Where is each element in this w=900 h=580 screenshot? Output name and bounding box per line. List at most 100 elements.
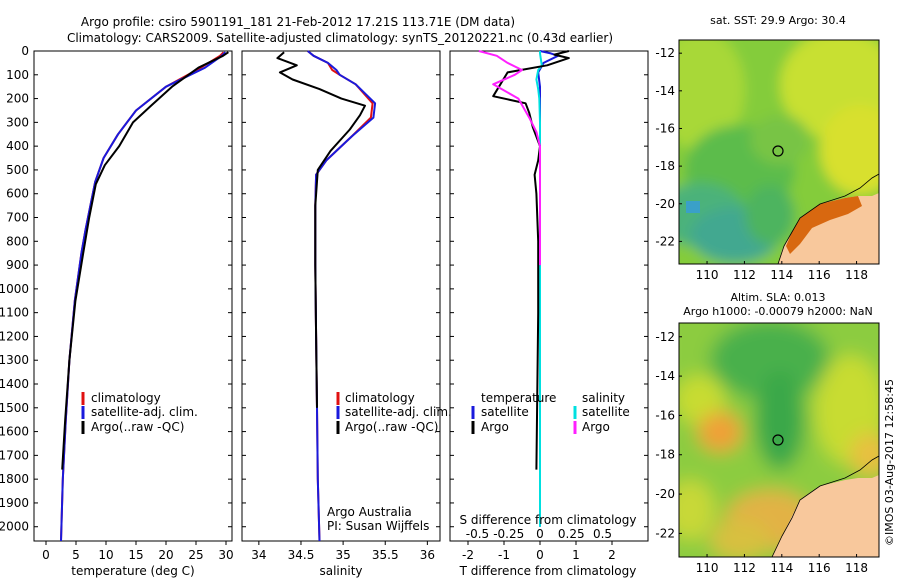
temperature-legend: climatology satellite-adj. clim. Argo(..… <box>81 391 198 434</box>
temperature-xlabel: temperature (deg C) <box>71 564 194 578</box>
salinity-legend: climatology satellite-adj. clim. Argo(..… <box>327 391 452 533</box>
legend-label-temp-satellite: satellite <box>481 405 529 419</box>
x-tick-label: 0 <box>536 548 544 562</box>
depth-tick-label: 1200 <box>0 329 29 343</box>
legend-label-sal-argo: Argo <box>582 420 610 434</box>
legend-title-salinity: salinity <box>582 391 625 405</box>
series-line-satellite-adj-clim <box>60 51 227 542</box>
argo-float-marker <box>772 145 784 157</box>
map-lat-label: -18 <box>655 448 675 462</box>
x-tick-label: 30 <box>218 548 233 562</box>
map-lon-label: 112 <box>733 268 756 282</box>
map-lon-label: 118 <box>845 268 868 282</box>
depth-tick-label: 800 <box>6 234 29 248</box>
annotation-argo-australia: Argo Australia <box>327 505 412 519</box>
depth-tick-label: 0 <box>21 44 29 58</box>
legend-label-satellite: satellite-adj. clim. <box>345 405 452 419</box>
x-tick-label: 34 <box>251 548 266 562</box>
depth-tick-label: 400 <box>6 139 29 153</box>
sla-field <box>679 323 879 557</box>
series-line-temperature-argo <box>492 50 570 470</box>
x-axis-ticks: 0 5 10 15 20 25 30 34 34.5 35 35.5 36 -2 -1 0 1 2 -0.5 -0.… <box>42 527 616 562</box>
sst-field <box>679 40 879 264</box>
map-lat-label: -14 <box>655 84 675 98</box>
difference-legend: temperature satellite Argo salinity sate… <box>471 391 630 434</box>
depth-tick-label: 1500 <box>0 401 29 415</box>
x-tick-label: 2 <box>608 548 616 562</box>
depth-tick-label: 1700 <box>0 448 29 462</box>
depth-tick-label: 1300 <box>0 353 29 367</box>
depth-tick-label: 900 <box>6 258 29 272</box>
coastline <box>777 173 879 264</box>
x-tick-label: -2 <box>462 548 474 562</box>
difference-panel-frame <box>449 50 649 542</box>
depth-axis: 0 100 200 300 400 500 600 700 800 900 1000 1100 1200… <box>0 44 648 534</box>
x-tick-label-top: -0.5 <box>466 527 489 541</box>
cool-patch <box>686 201 700 213</box>
depth-tick-label: 1100 <box>0 306 29 320</box>
map-lon-label: 110 <box>696 268 719 282</box>
legend-label-sal-satellite: satellite <box>582 405 630 419</box>
sla-map-subtitle: Argo h1000: -0.00079 h2000: NaN <box>683 305 873 318</box>
depth-tick-label: 2000 <box>0 520 29 534</box>
sla-map-frame <box>678 322 880 558</box>
x-tick-label: 35.5 <box>372 548 399 562</box>
map-lat-label: -22 <box>655 234 675 248</box>
series-line-argo-raw-qc <box>61 51 229 470</box>
land-mass <box>778 193 879 264</box>
argo-float-marker <box>772 434 784 446</box>
depth-tick-label: 300 <box>6 115 29 129</box>
sla-map-axes: -12 -14 -16 -18 -20 -22 110 112 114 116 118 <box>655 330 868 575</box>
map-lon-label: 116 <box>808 268 831 282</box>
difference-xlabel: T difference from climatology <box>459 564 637 578</box>
x-tick-label: 10 <box>98 548 113 562</box>
x-tick-label-top: 0.5 <box>593 527 612 541</box>
x-tick-label-top: -0.25 <box>493 527 524 541</box>
depth-tick-label: 200 <box>6 92 29 106</box>
series-line-salinity-argo <box>478 50 541 266</box>
depth-tick-label: 500 <box>6 163 29 177</box>
x-tick-label: 34.5 <box>288 548 315 562</box>
series-line-salinity-satellite <box>535 51 543 527</box>
x-tick-label: 1 <box>572 548 580 562</box>
x-tick-label: 35 <box>335 548 350 562</box>
depth-tick-label: 1400 <box>0 377 29 391</box>
warm-coastal-band <box>786 196 862 254</box>
x-tick-label: 20 <box>158 548 173 562</box>
x-tick-label: 15 <box>128 548 143 562</box>
legend-label-satellite: satellite-adj. clim. <box>91 405 198 419</box>
depth-tick-label: 700 <box>6 211 29 225</box>
map-lon-label: 118 <box>845 561 868 575</box>
sst-map-frame <box>678 39 880 265</box>
sst-map-axes: -12 -14 -16 -18 -20 -22 110 112 114 116 118 <box>655 46 868 282</box>
coastline <box>771 455 879 557</box>
series-line-climatology <box>60 51 225 542</box>
map-lat-label: -12 <box>655 330 675 344</box>
series-line-satellite-adj-clim <box>307 50 377 542</box>
temperature-series <box>60 51 229 542</box>
map-lat-label: -22 <box>655 526 675 540</box>
difference-series <box>478 50 570 527</box>
legend-label-climatology: climatology <box>91 391 161 405</box>
land-mass <box>772 475 879 557</box>
depth-tick-label: 1600 <box>0 425 29 439</box>
map-lat-label: -18 <box>655 159 675 173</box>
map-lat-label: -14 <box>655 369 675 383</box>
legend-label-climatology: climatology <box>345 391 415 405</box>
legend-label-temp-argo: Argo <box>481 420 509 434</box>
s-difference-xlabel: S difference from climatology <box>460 513 637 527</box>
depth-tick-label: 600 <box>6 187 29 201</box>
map-lon-label: 116 <box>808 561 831 575</box>
sst-map-title: sat. SST: 29.9 Argo: 30.4 <box>710 14 846 27</box>
x-tick-label: 5 <box>72 548 80 562</box>
x-tick-label: 25 <box>188 548 203 562</box>
depth-tick-label: 100 <box>6 68 29 82</box>
map-lat-label: -12 <box>655 46 675 60</box>
x-tick-label: -1 <box>498 548 510 562</box>
temperature-panel-frame <box>33 50 233 542</box>
depth-tick-label: 1000 <box>0 282 29 296</box>
legend-label-argo: Argo(..raw -QC) <box>91 420 184 434</box>
map-lat-label: -16 <box>655 121 675 135</box>
sst-map <box>679 40 879 264</box>
map-lon-label: 114 <box>770 268 793 282</box>
